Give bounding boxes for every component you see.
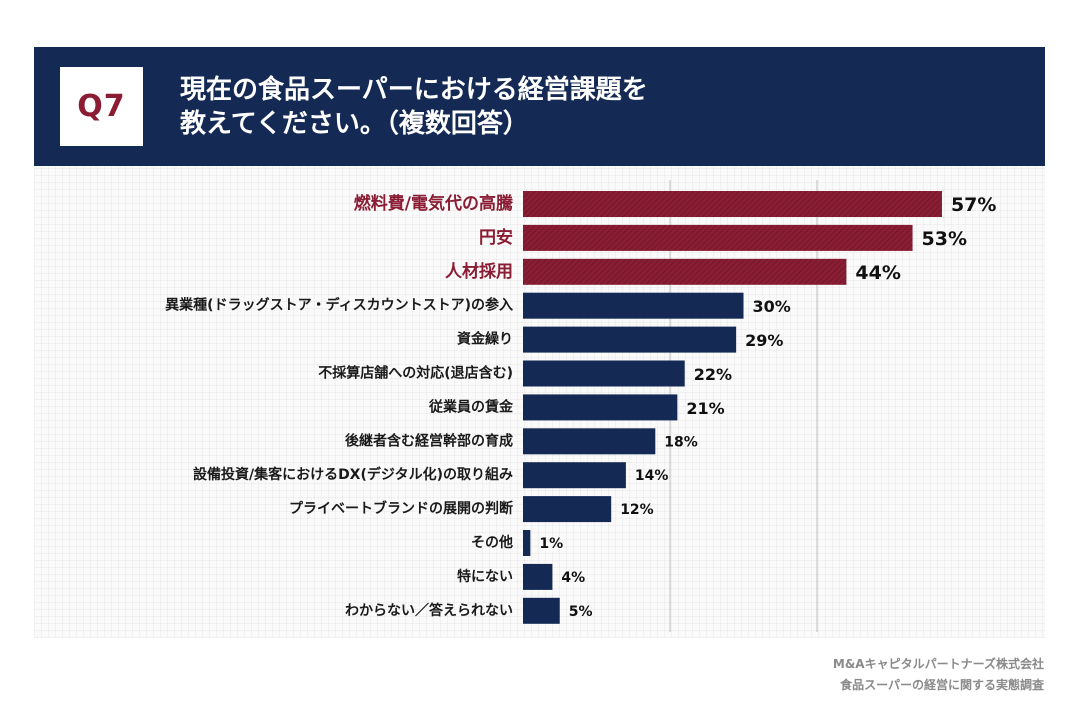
category-label-9: 設備投資/集客におけるDX(デジタル化)の取り組み (193, 466, 513, 483)
category-label-10: プライベートブランドの展開の判断 (289, 500, 513, 517)
source-credit: M&Aキャピタルパートナーズ株式会社 食品スーパーの経営に関する実態調査 (833, 654, 1044, 696)
question-number: Q7 (77, 89, 126, 124)
bar-10 (523, 496, 612, 523)
bar-6 (523, 360, 685, 387)
bar-2 (523, 224, 913, 251)
bar-11 (523, 530, 531, 556)
question-title-line1: 現在の食品スーパーにおける経営課題を (180, 75, 648, 105)
bar-13 (523, 597, 560, 624)
value-label-4: 30% (753, 297, 791, 316)
chart-area: 燃料費/電気代の高騰 57% 円安 53% 人材採用 44% 異業種(ドラッグストア・ディス… (34, 166, 1045, 638)
category-label-12: 特にない (457, 568, 513, 585)
category-label-6: 不採算店舗への対応(退店含む) (318, 365, 513, 382)
bar-chart: 燃料費/電気代の高騰 57% 円安 53% 人材採用 44% 異業種(ドラッグストア・ディス… (165, 180, 996, 632)
bar-1 (523, 191, 942, 217)
question-title: 現在の食品スーパーにおける経営課題を 教えてください。（複数回答） (180, 73, 648, 141)
value-label-8: 18% (664, 434, 698, 450)
value-label-6: 22% (694, 365, 732, 384)
bar-4 (523, 292, 744, 319)
value-label-11: 1% (539, 536, 563, 552)
source-survey: 食品スーパーの経営に関する実態調査 (840, 678, 1044, 692)
value-label-13: 5% (569, 604, 593, 620)
category-label-11: その他 (471, 534, 513, 551)
category-label-3: 人材採用 (445, 261, 513, 282)
value-label-1: 57% (951, 194, 996, 216)
bar-12 (523, 563, 553, 590)
source-company: M&Aキャピタルパートナーズ株式会社 (832, 657, 1044, 671)
bar-5 (523, 326, 737, 353)
value-label-12: 4% (561, 570, 585, 586)
question-badge: Q7 (60, 67, 143, 146)
bar-8 (523, 428, 656, 455)
category-label-7: 従業員の賃金 (428, 398, 514, 415)
bar-7 (523, 394, 678, 421)
value-label-2: 53% (922, 228, 967, 250)
value-label-7: 21% (686, 399, 724, 418)
value-label-5: 29% (745, 331, 783, 350)
value-label-9: 14% (635, 468, 669, 484)
value-label-10: 12% (620, 502, 654, 518)
question-title-line2: 教えてください。（複数回答） (180, 109, 529, 139)
category-label-5: 資金繰り (457, 331, 513, 348)
question-header: Q7 現在の食品スーパーにおける経営課題を 教えてください。（複数回答） (34, 47, 1045, 166)
category-label-8: 後継者含む経営幹部の育成 (345, 432, 513, 449)
category-label-4: 異業種(ドラッグストア・ディスカウントストア)の参入 (165, 297, 513, 314)
category-label-2: 円安 (479, 227, 513, 248)
bar-9 (523, 462, 626, 489)
value-label-3: 44% (855, 262, 900, 284)
category-label-13: わからない／答えられない (345, 602, 513, 619)
bar-3 (523, 258, 847, 285)
category-label-1: 燃料費/電気代の高騰 (354, 193, 514, 214)
